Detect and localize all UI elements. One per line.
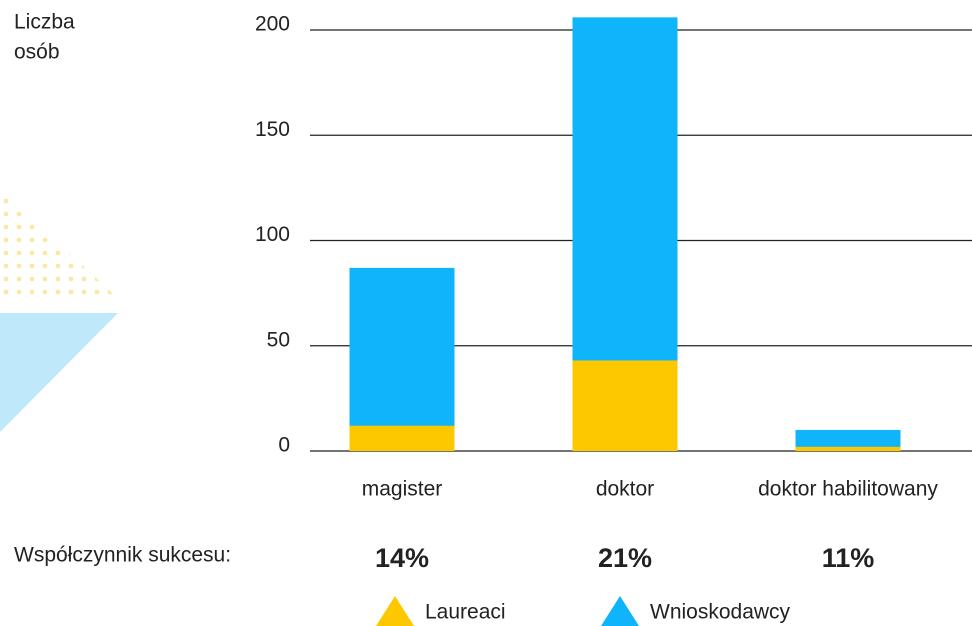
success-rate: 21% bbox=[598, 543, 652, 573]
bar bbox=[572, 360, 678, 451]
bar bbox=[349, 267, 455, 451]
y-axis-label: Liczba bbox=[14, 11, 75, 34]
x-tick-label: doktor habilitowany bbox=[758, 478, 938, 501]
y-axis-label: osób bbox=[14, 41, 60, 64]
y-tick-label: 150 bbox=[255, 118, 290, 141]
y-tick-label: 100 bbox=[255, 223, 290, 246]
bar bbox=[795, 429, 901, 451]
success-rate: 14% bbox=[375, 543, 429, 573]
legend-icon bbox=[601, 596, 639, 626]
y-tick-label: 0 bbox=[278, 434, 290, 457]
legend-icon bbox=[376, 596, 414, 626]
x-tick-label: doktor bbox=[596, 478, 654, 501]
decoration bbox=[0, 190, 120, 432]
legend-label: Laureaci bbox=[425, 601, 506, 624]
success-label: Współczynnik sukcesu: bbox=[14, 544, 231, 567]
legend-label: Wnioskodawcy bbox=[650, 601, 791, 624]
y-tick-label: 200 bbox=[255, 13, 290, 36]
success-rate: 11% bbox=[822, 543, 875, 573]
y-tick-label: 50 bbox=[267, 328, 290, 351]
bar bbox=[795, 446, 901, 451]
x-tick-label: magister bbox=[362, 478, 443, 501]
bar bbox=[349, 425, 455, 451]
